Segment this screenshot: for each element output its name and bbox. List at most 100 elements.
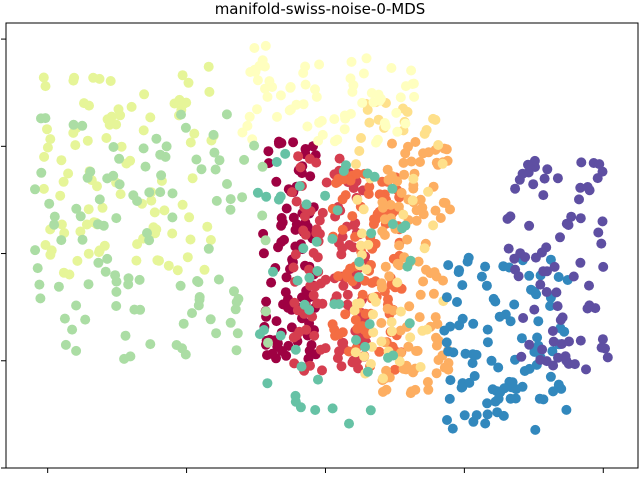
data-point <box>40 113 51 124</box>
data-point <box>314 59 325 70</box>
data-point <box>211 195 222 206</box>
data-point <box>592 173 603 184</box>
data-point <box>575 182 586 193</box>
data-point <box>229 286 239 297</box>
data-point <box>225 317 236 328</box>
data-point <box>352 168 362 179</box>
data-point <box>339 124 350 135</box>
data-point <box>337 224 348 235</box>
data-point <box>114 179 125 190</box>
data-point <box>167 188 178 199</box>
data-point <box>261 191 272 202</box>
data-point <box>545 301 556 311</box>
data-point <box>357 228 367 239</box>
data-point <box>471 349 482 360</box>
data-point <box>441 292 452 303</box>
data-point <box>264 76 275 87</box>
data-point <box>410 137 421 147</box>
data-point <box>308 290 319 301</box>
data-point <box>81 219 92 230</box>
data-point <box>419 243 430 254</box>
data-point <box>102 253 113 264</box>
data-point <box>394 356 405 367</box>
data-point <box>175 280 186 291</box>
data-point <box>530 424 541 435</box>
data-point <box>398 363 409 374</box>
data-point <box>67 324 78 335</box>
data-point <box>382 303 393 314</box>
data-point <box>35 293 46 304</box>
data-point <box>396 188 407 198</box>
data-point <box>285 82 296 92</box>
data-point <box>533 316 544 327</box>
data-point <box>409 91 420 102</box>
data-point <box>254 60 265 71</box>
data-point <box>365 405 376 416</box>
data-point <box>85 166 96 177</box>
data-point <box>351 335 361 345</box>
data-point <box>392 258 403 269</box>
data-point <box>358 204 369 215</box>
data-point <box>205 314 216 325</box>
data-point <box>244 111 255 122</box>
data-point <box>356 133 366 143</box>
data-point <box>249 43 260 53</box>
data-point <box>301 199 312 210</box>
data-point <box>75 226 86 237</box>
data-point <box>406 65 417 76</box>
data-point <box>357 289 368 300</box>
data-point <box>422 324 432 335</box>
data-point <box>139 89 150 100</box>
data-point <box>257 161 268 172</box>
data-point <box>145 339 156 350</box>
data-point <box>402 261 413 272</box>
data-point <box>524 220 535 231</box>
data-point <box>386 326 397 337</box>
data-point <box>415 289 426 300</box>
data-point <box>222 179 232 189</box>
data-point <box>554 381 565 392</box>
data-point <box>457 280 468 291</box>
data-point <box>535 279 546 290</box>
data-point <box>115 110 126 121</box>
data-point <box>494 311 505 322</box>
data-point <box>211 328 222 339</box>
data-point <box>191 154 202 165</box>
data-point <box>144 187 155 198</box>
data-point <box>225 204 236 215</box>
data-point <box>387 138 397 149</box>
data-point <box>56 219 67 230</box>
data-point <box>369 171 380 182</box>
data-point <box>419 128 430 139</box>
data-point <box>231 297 242 307</box>
data-point <box>596 238 607 249</box>
data-point <box>457 313 468 324</box>
data-point <box>317 298 328 309</box>
data-point <box>445 321 456 332</box>
data-point <box>332 177 343 187</box>
data-point <box>310 84 320 95</box>
data-point <box>414 312 425 323</box>
data-point <box>381 365 392 376</box>
data-point <box>407 195 418 206</box>
data-point <box>187 173 198 184</box>
data-point <box>517 168 528 179</box>
data-point <box>486 355 497 366</box>
data-point <box>561 404 572 415</box>
data-point <box>575 213 586 224</box>
data-point <box>350 314 361 325</box>
data-point <box>575 257 586 268</box>
data-point <box>53 281 64 292</box>
data-point <box>590 303 601 314</box>
data-point <box>305 171 316 182</box>
data-point <box>393 201 404 212</box>
data-point <box>385 199 396 210</box>
data-point <box>36 167 47 178</box>
data-point <box>362 366 373 377</box>
data-point <box>468 318 479 329</box>
data-point <box>526 284 536 295</box>
data-point <box>418 276 429 287</box>
data-point <box>395 306 406 317</box>
data-point <box>320 190 331 201</box>
data-point <box>431 340 442 351</box>
